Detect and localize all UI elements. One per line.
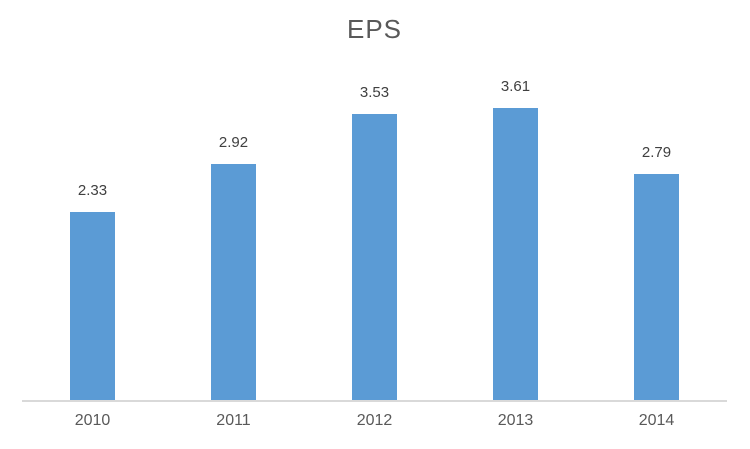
bar-group-2011: 2.92	[163, 71, 304, 401]
bar-group-2013: 3.61	[445, 71, 586, 401]
data-label-2011: 2.92	[218, 133, 249, 151]
x-tick-label-2013: 2013	[497, 412, 534, 429]
bar-2010	[70, 211, 115, 401]
chart-title: EPS	[346, 14, 403, 44]
bar-2014	[634, 174, 679, 401]
data-label-2012: 3.53	[359, 84, 390, 101]
bar-group-2010: 2.33	[22, 71, 163, 401]
x-tick-label-2012: 2012	[356, 412, 393, 429]
x-tick-label-2011: 2011	[216, 412, 251, 429]
bar-2011	[211, 163, 256, 401]
x-tick-label-2014: 2014	[638, 412, 675, 429]
bar-2012	[352, 114, 397, 401]
data-label-2010: 2.33	[77, 181, 108, 199]
bar-group-2014: 2.79	[586, 71, 727, 401]
data-label-2013: 3.61	[500, 77, 531, 95]
data-label-2014: 2.79	[641, 144, 672, 162]
bar-group-2012: 3.53	[304, 71, 445, 401]
x-axis-tick-labels: 2010 2011 2012 2013 2014	[22, 411, 727, 431]
bar-2013	[493, 107, 538, 401]
x-axis-line	[22, 400, 727, 402]
x-tick-label-2010: 2010	[74, 412, 111, 429]
plot-area: 2.33 2.92 3.53 3.61 2.79	[22, 71, 727, 401]
